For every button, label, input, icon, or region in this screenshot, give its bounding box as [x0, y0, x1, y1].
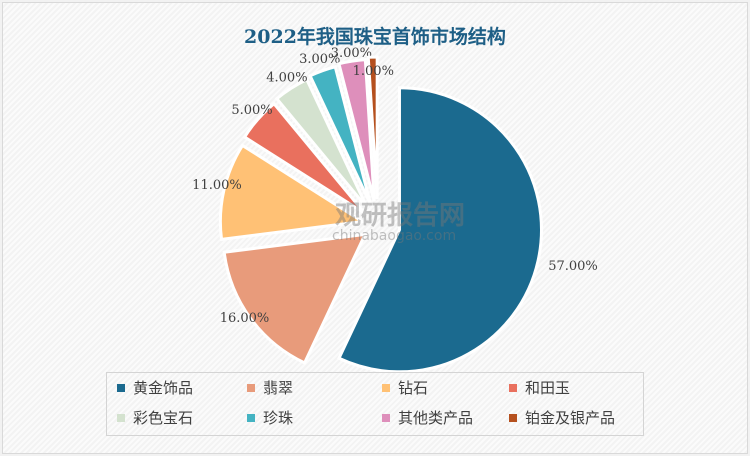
pie-slice	[337, 86, 543, 374]
data-label: 16.00%	[220, 311, 270, 326]
legend-label: 其他类产品	[398, 409, 474, 427]
data-label: 4.00%	[266, 70, 307, 85]
legend-item: 珍珠	[247, 407, 293, 428]
legend-swatch	[382, 383, 390, 392]
legend-label: 和田玉	[525, 379, 571, 397]
data-label: 57.00%	[548, 259, 598, 274]
watermark-url: chinabaogao.com	[332, 228, 457, 244]
legend-label: 珍珠	[263, 409, 294, 427]
chart-title: 2022年我国珠宝首饰市场结构	[244, 26, 506, 48]
legend-label: 钻石	[398, 379, 429, 397]
legend-item: 和田玉	[509, 377, 570, 398]
data-label: 3.00%	[331, 46, 372, 61]
pie-slice	[242, 101, 366, 215]
legend-item: 彩色宝石	[117, 407, 193, 428]
legend-item: 其他类产品	[382, 407, 473, 428]
legend-label: 铂金及银产品	[525, 409, 616, 427]
legend-swatch	[117, 413, 125, 422]
legend-swatch	[117, 383, 125, 392]
legend-item: 钻石	[382, 377, 428, 398]
pie-slice	[274, 77, 369, 210]
legend-item: 铂金及银产品	[509, 407, 615, 428]
data-label: 1.00%	[353, 64, 394, 79]
pie-slice	[222, 232, 368, 365]
legend-swatch	[247, 413, 255, 422]
pie-slice	[337, 57, 376, 202]
legend: 黄金饰品 翡翠 钻石 和田玉彩色宝石 珍珠 其他类产品 铂金及银产品	[106, 372, 644, 436]
data-label: 11.00%	[192, 178, 242, 193]
legend-swatch	[509, 383, 517, 392]
legend-swatch	[382, 413, 390, 422]
data-label: 5.00%	[231, 103, 272, 118]
data-label: 3.00%	[299, 52, 340, 67]
legend-item: 黄金饰品	[117, 377, 193, 398]
legend-label: 翡翠	[263, 379, 294, 397]
legend-label: 黄金饰品	[133, 379, 194, 397]
pie-slice	[218, 143, 367, 241]
legend-item: 翡翠	[247, 377, 293, 398]
legend-label: 彩色宝石	[133, 409, 194, 427]
legend-swatch	[509, 413, 517, 422]
pie-slice	[366, 55, 379, 200]
watermark-name: 观研报告网	[335, 201, 466, 231]
pie-slice	[308, 64, 373, 205]
legend-swatch	[247, 383, 255, 392]
